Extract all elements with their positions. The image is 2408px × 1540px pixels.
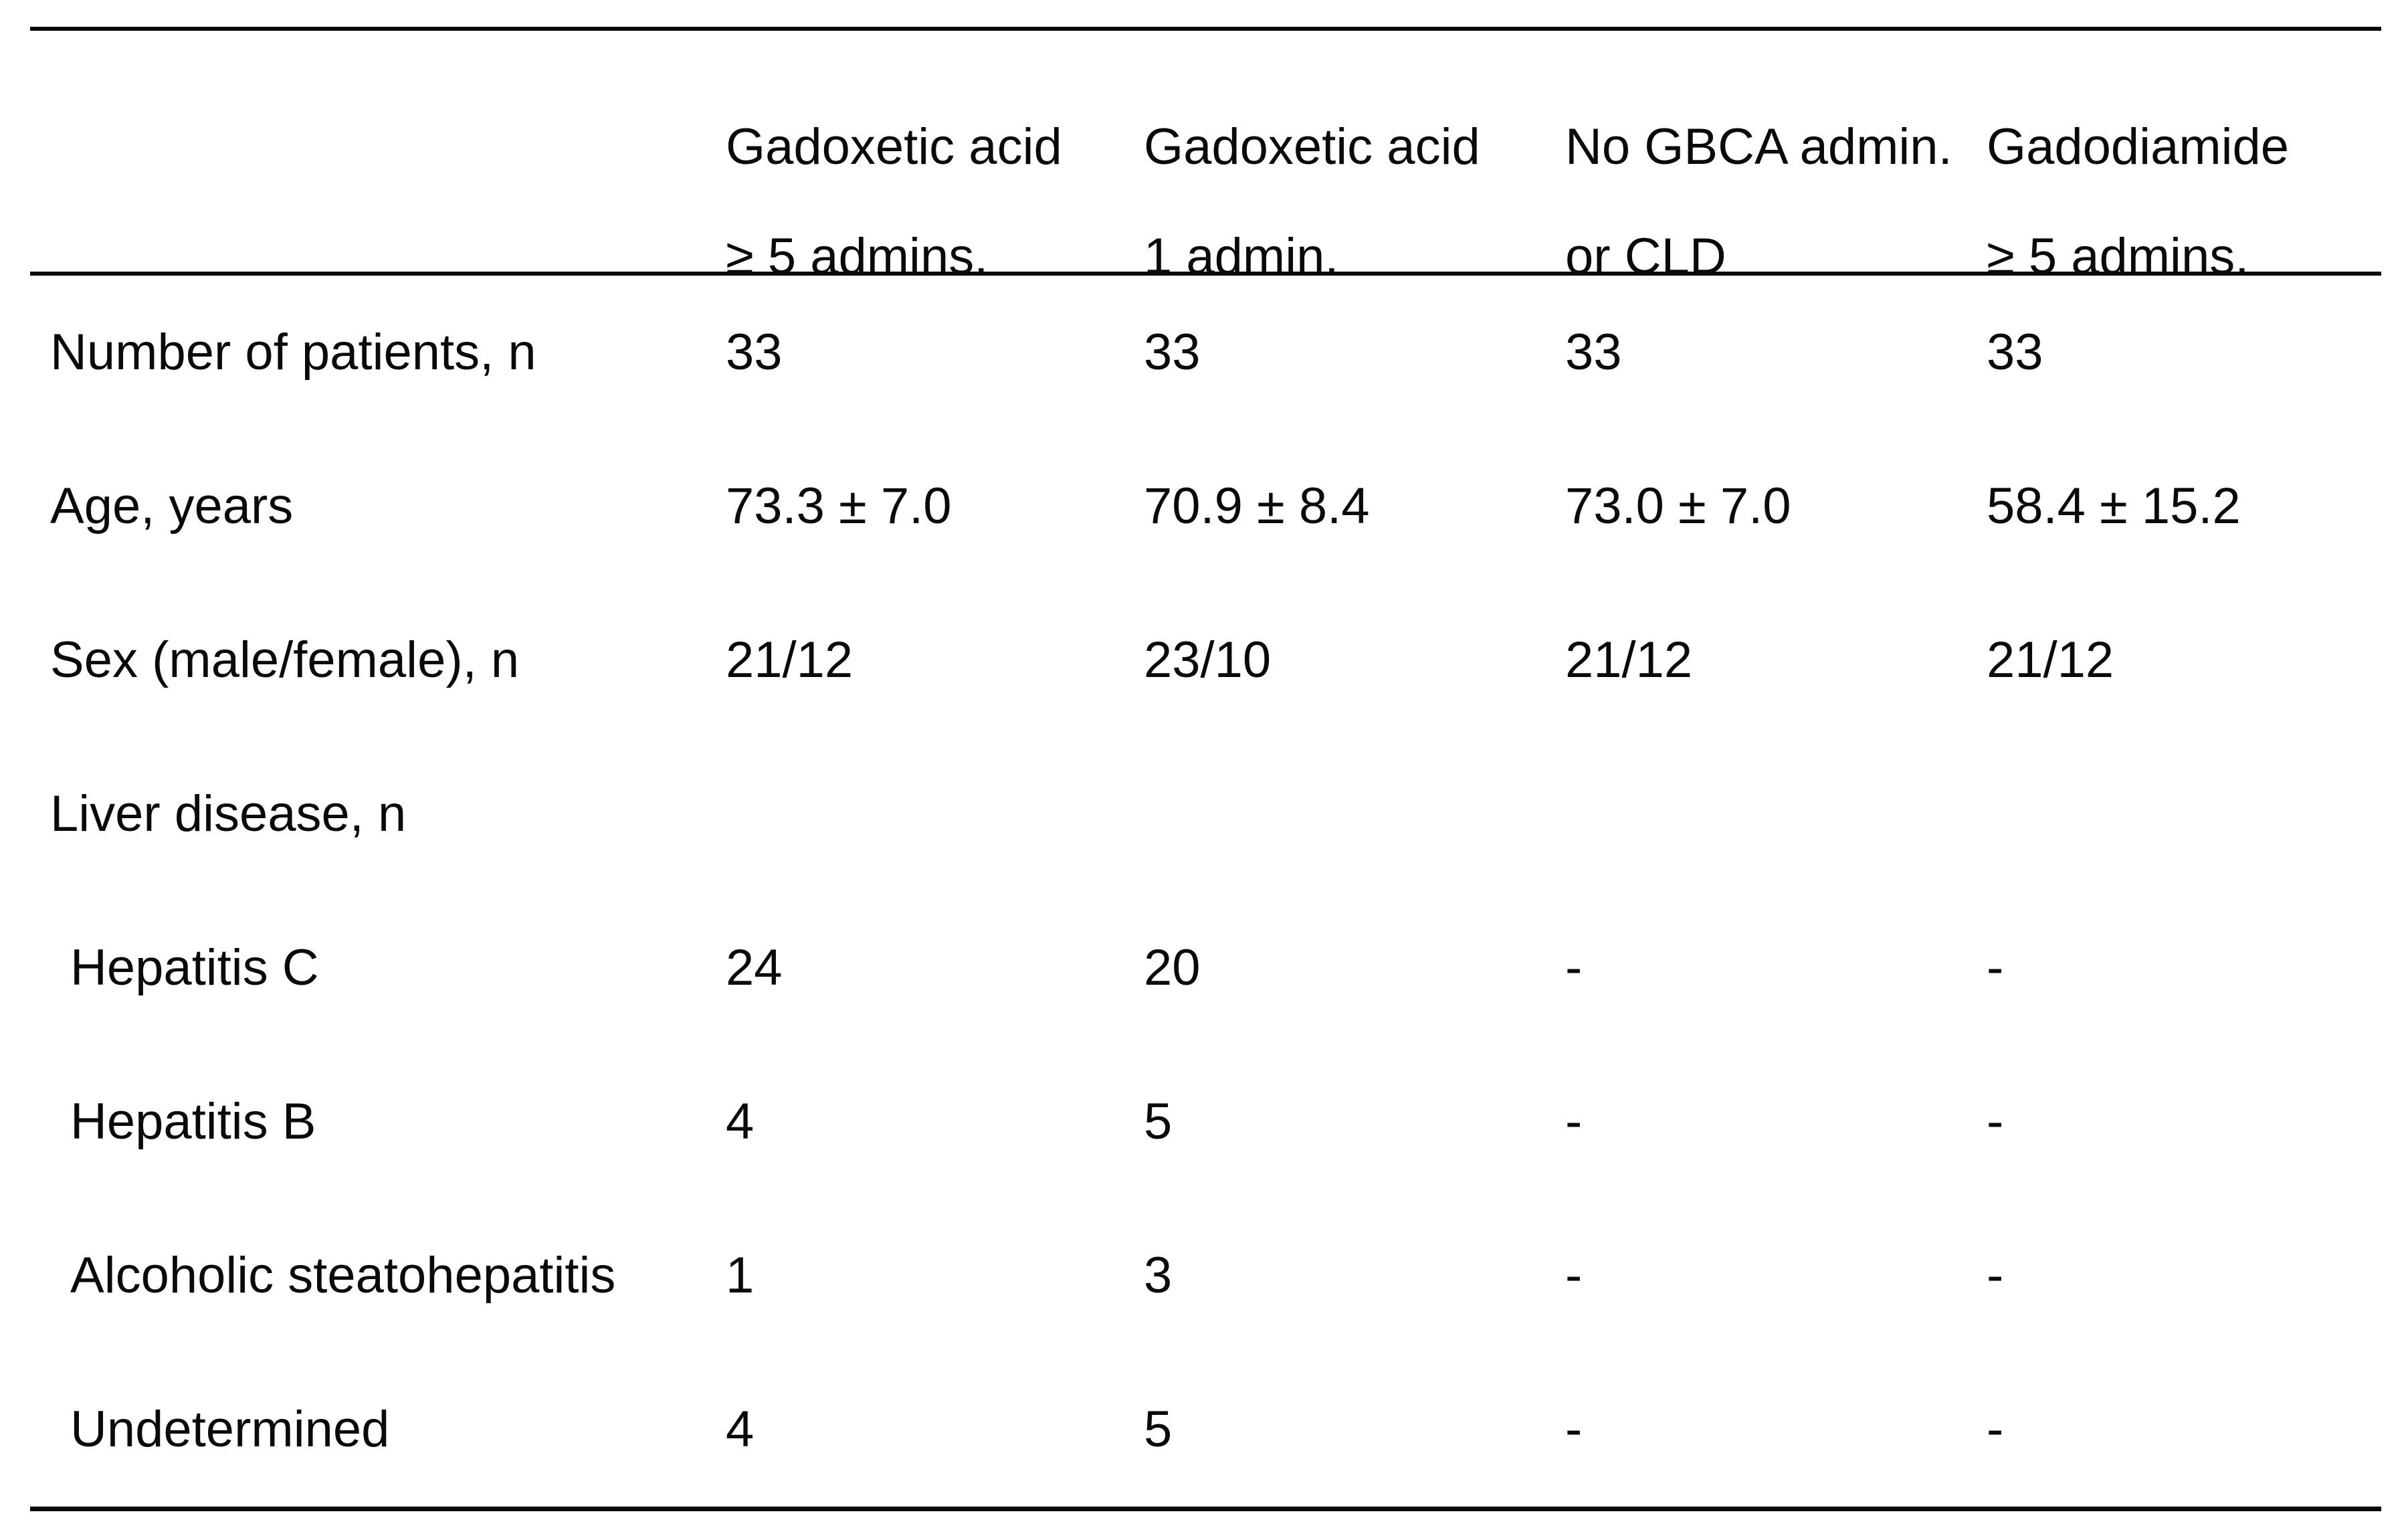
header-line2: 1 admin. bbox=[1144, 228, 1339, 285]
table-row-sex: Sex (male/female), n 21/12 23/10 21/12 2… bbox=[30, 583, 2381, 737]
row-label: Hepatitis C bbox=[70, 939, 319, 996]
header-line1: Gadodiamide bbox=[1987, 118, 2290, 175]
row-label: Age, years bbox=[50, 478, 294, 535]
cell-value: 23/10 bbox=[1144, 632, 1272, 688]
cell-value: 21/12 bbox=[1987, 632, 2114, 688]
cell-value: 73.0 ± 7.0 bbox=[1565, 478, 1791, 535]
cell-value: 33 bbox=[1144, 324, 1201, 381]
table-header-row: Gadoxetic acid ≥ 5 admins. Gadoxetic aci… bbox=[30, 31, 2381, 285]
header-no-gbca: No GBCA admin. or CLD bbox=[1565, 31, 1987, 312]
cell-value: 24 bbox=[726, 939, 783, 996]
header-gadoxetic-1: Gadoxetic acid 1 admin. bbox=[1144, 31, 1565, 312]
demographics-table: Gadoxetic acid ≥ 5 admins. Gadoxetic aci… bbox=[30, 27, 2381, 1511]
cell-value: 1 bbox=[726, 1247, 755, 1304]
cell-value: 4 bbox=[726, 1093, 755, 1150]
header-line2: ≥ 5 admins. bbox=[726, 228, 989, 285]
row-label: Hepatitis B bbox=[70, 1093, 316, 1150]
cell-value: 5 bbox=[1144, 1093, 1173, 1150]
row-label: Number of patients, n bbox=[50, 324, 536, 381]
cell-value: 58.4 ± 15.2 bbox=[1987, 478, 2241, 535]
cell-value: 70.9 ± 8.4 bbox=[1144, 478, 1370, 535]
table-row-liver-disease: Liver disease, n bbox=[30, 737, 2381, 891]
row-label: Liver disease, n bbox=[50, 785, 407, 842]
cell-value: 20 bbox=[1144, 939, 1201, 996]
cell-value: 4 bbox=[726, 1401, 755, 1458]
cell-value: - bbox=[1987, 1247, 2004, 1304]
table-row-number-of-patients: Number of patients, n 33 33 33 33 bbox=[30, 276, 2381, 429]
row-label: Alcoholic steatohepatitis bbox=[70, 1247, 616, 1304]
table-row-alcoholic-steatohepatitis: Alcoholic steatohepatitis 1 3 - - bbox=[30, 1199, 2381, 1353]
header-line2: or CLD bbox=[1565, 228, 1726, 285]
cell-value: 21/12 bbox=[726, 632, 854, 688]
header-line1: Gadoxetic acid bbox=[726, 118, 1062, 175]
cell-value: - bbox=[1565, 1093, 1583, 1150]
header-line1: Gadoxetic acid bbox=[1144, 118, 1480, 175]
header-empty-cell bbox=[30, 31, 726, 312]
cell-value: - bbox=[1565, 1247, 1583, 1304]
table-row-hepatitis-b: Hepatitis B 4 5 - - bbox=[30, 1045, 2381, 1199]
cell-value: - bbox=[1987, 1093, 2004, 1150]
cell-value: 73.3 ± 7.0 bbox=[726, 478, 952, 535]
table-row-hepatitis-c: Hepatitis C 24 20 - - bbox=[30, 891, 2381, 1045]
header-gadodiamide: Gadodiamide ≥ 5 admins. bbox=[1987, 31, 2381, 312]
table-row-age: Age, years 73.3 ± 7.0 70.9 ± 8.4 73.0 ± … bbox=[30, 429, 2381, 583]
cell-value: 21/12 bbox=[1565, 632, 1693, 688]
cell-value: - bbox=[1987, 1401, 2004, 1458]
table-row-undetermined: Undetermined 4 5 - - bbox=[30, 1353, 2381, 1507]
cell-value: 3 bbox=[1144, 1247, 1173, 1304]
cell-value: - bbox=[1565, 1401, 1583, 1458]
row-label: Undetermined bbox=[70, 1401, 390, 1458]
row-label: Sex (male/female), n bbox=[50, 632, 520, 688]
header-gadoxetic-5: Gadoxetic acid ≥ 5 admins. bbox=[726, 31, 1144, 312]
cell-value: 33 bbox=[726, 324, 783, 381]
cell-value: 33 bbox=[1565, 324, 1622, 381]
header-line2: ≥ 5 admins. bbox=[1987, 228, 2249, 285]
cell-value: - bbox=[1565, 939, 1583, 996]
cell-value: 5 bbox=[1144, 1401, 1173, 1458]
header-line1: No GBCA admin. bbox=[1565, 118, 1952, 175]
cell-value: - bbox=[1987, 939, 2004, 996]
cell-value: 33 bbox=[1987, 324, 2043, 381]
